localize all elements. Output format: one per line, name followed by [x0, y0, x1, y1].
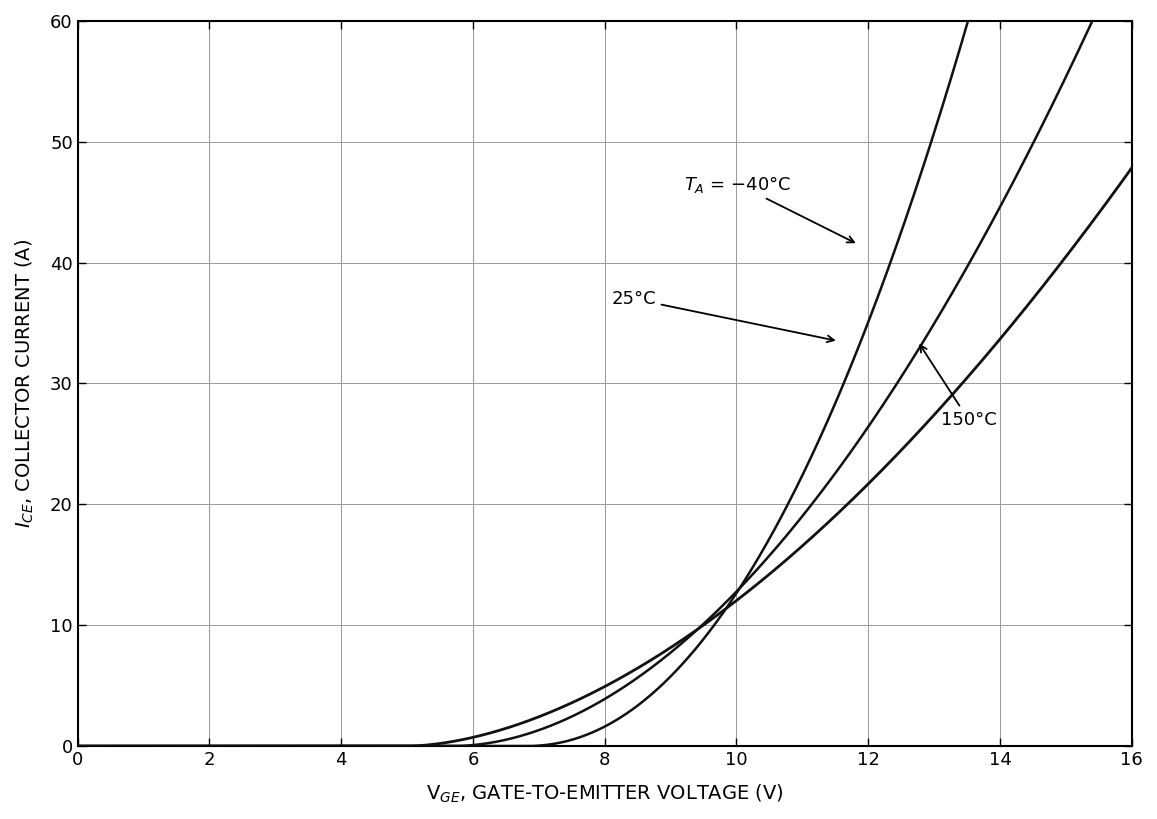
Text: 150°C: 150°C [920, 345, 996, 428]
Text: $T_A$ = −40°C: $T_A$ = −40°C [684, 174, 854, 242]
X-axis label: V$_{GE}$, GATE-TO-EMITTER VOLTAGE (V): V$_{GE}$, GATE-TO-EMITTER VOLTAGE (V) [426, 783, 783, 805]
Y-axis label: $I_{CE}$, COLLECTOR CURRENT (A): $I_{CE}$, COLLECTOR CURRENT (A) [14, 239, 36, 528]
Text: 25°C: 25°C [611, 290, 834, 342]
